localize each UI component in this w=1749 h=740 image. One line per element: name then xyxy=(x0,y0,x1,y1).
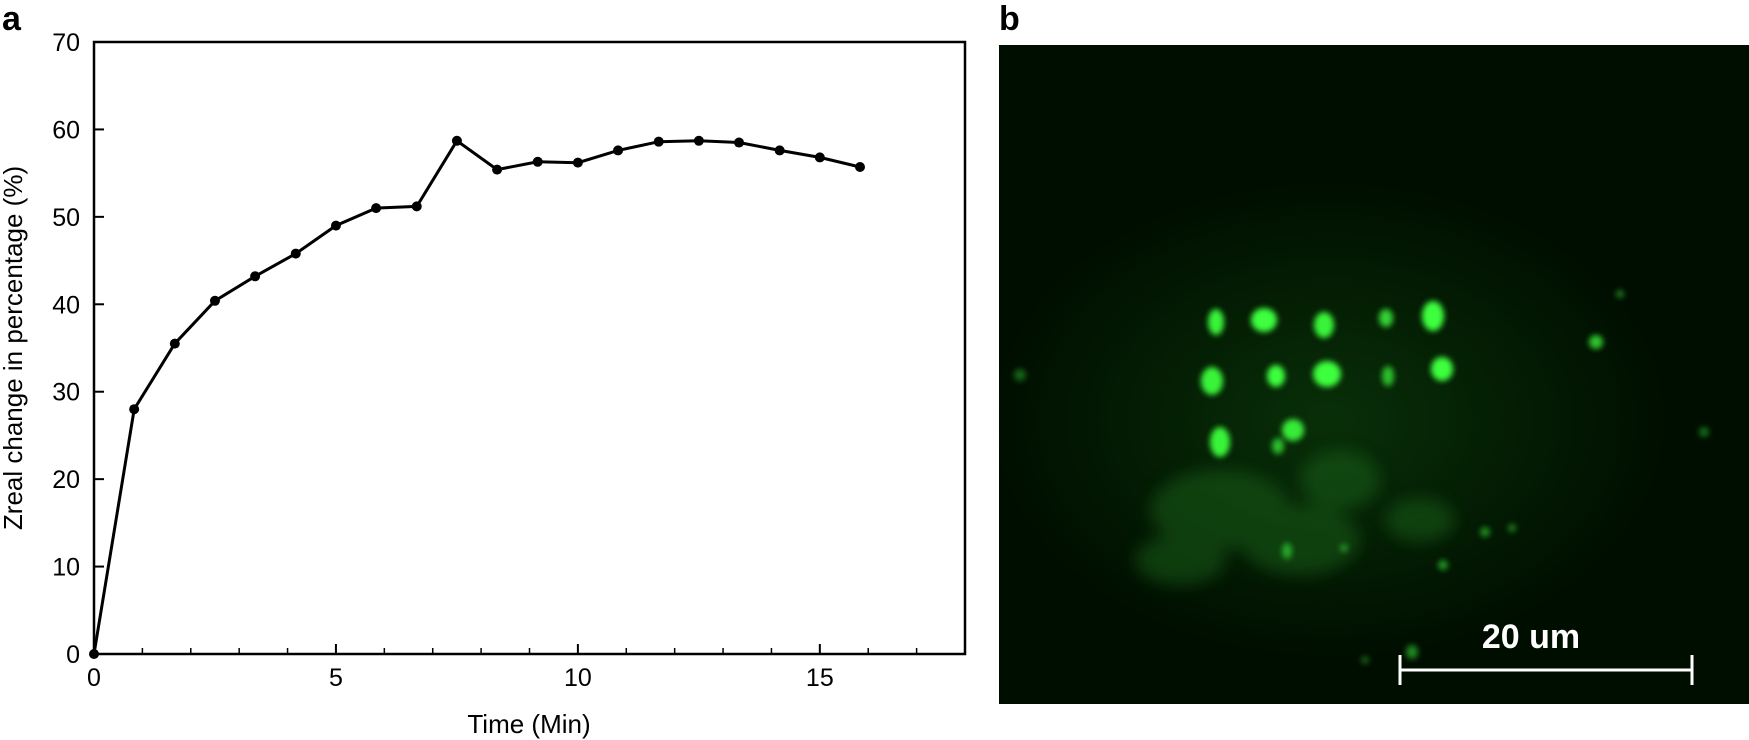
data-point xyxy=(613,145,624,156)
fluorescence-micrograph: 20 um xyxy=(990,45,1749,704)
x-axis: 0 5 10 15 xyxy=(87,644,918,692)
series-line xyxy=(92,138,861,655)
panel-a-label: a xyxy=(2,0,22,38)
data-point xyxy=(411,201,422,212)
x-tick-label: 10 xyxy=(564,664,592,692)
fluorescent-spot xyxy=(1431,357,1453,381)
data-point xyxy=(572,157,583,168)
fluorescent-spot xyxy=(1210,427,1230,457)
y-tick-label: 20 xyxy=(52,466,80,494)
y-axis: 0 10 20 30 40 50 60 70 xyxy=(52,29,104,669)
diffuse-haze xyxy=(1135,450,1455,585)
fluorescent-spot xyxy=(1616,290,1624,298)
data-point xyxy=(532,156,543,167)
fluorescent-spot xyxy=(1508,524,1516,532)
series-points xyxy=(89,135,865,659)
cell-glow xyxy=(990,180,1670,660)
fluorescent-spot xyxy=(1699,427,1709,437)
fluorescent-spot xyxy=(1480,527,1490,537)
scale-bar: 20 um xyxy=(1398,618,1694,685)
fluorescent-spot xyxy=(1438,560,1448,570)
fluorescent-spot xyxy=(1201,367,1223,395)
data-point xyxy=(492,164,503,175)
fluorescent-spot xyxy=(1422,301,1444,331)
x-axis-label: Time (Min) xyxy=(467,709,590,739)
fluorescent-spot xyxy=(1313,361,1341,387)
data-point xyxy=(734,137,745,148)
fluorescent-spot xyxy=(1340,544,1348,552)
x-tick-label: 5 xyxy=(329,664,343,692)
fluorescent-spot xyxy=(1314,312,1334,338)
x-tick-label: 15 xyxy=(806,664,834,692)
fluorescent-spot xyxy=(1272,438,1284,454)
data-point xyxy=(209,295,220,306)
plot-frame xyxy=(92,40,967,656)
data-point xyxy=(693,135,704,146)
data-point xyxy=(814,152,825,163)
y-tick-label: 70 xyxy=(52,29,80,57)
fluorescent-spot xyxy=(1361,656,1369,664)
y-axis-label: Zreal change in percentage (%) xyxy=(0,166,28,530)
y-tick-label: 50 xyxy=(52,204,80,232)
y-tick-label: 30 xyxy=(52,379,80,407)
x-tick-label: 0 xyxy=(87,664,101,692)
fluorescent-spot xyxy=(1282,543,1292,559)
fluorescent-spot xyxy=(1208,309,1224,335)
fluorescent-spot xyxy=(1251,308,1277,332)
data-point xyxy=(129,404,140,415)
fluorescent-spot xyxy=(1379,309,1393,327)
y-tick-label: 40 xyxy=(52,291,80,319)
data-point xyxy=(854,162,865,173)
data-point xyxy=(330,220,341,231)
fluorescent-spot xyxy=(1014,369,1026,381)
y-tick-label: 60 xyxy=(52,116,80,144)
data-point xyxy=(169,338,180,349)
data-point xyxy=(371,203,382,214)
data-point xyxy=(250,271,261,282)
fluorescent-spot xyxy=(1267,365,1285,387)
data-point xyxy=(290,248,301,259)
data-point xyxy=(89,649,99,659)
data-point xyxy=(451,135,462,146)
fluorescent-spots xyxy=(1014,290,1709,664)
data-point xyxy=(653,136,664,147)
scale-bar-label: 20 um xyxy=(1482,618,1580,656)
fluorescent-spot xyxy=(1382,366,1394,386)
fluorescent-spot xyxy=(1282,419,1304,441)
y-tick-label: 0 xyxy=(66,641,80,669)
fluorescent-spot xyxy=(1406,645,1418,659)
data-point xyxy=(774,145,785,156)
line-chart: 0 10 20 30 40 50 60 70 0 5 10 15 Time (Min) Zreal … xyxy=(0,29,967,739)
fluorescent-spot xyxy=(1589,335,1603,349)
panel-b-label: b xyxy=(999,0,1020,38)
y-tick-label: 10 xyxy=(52,554,80,582)
